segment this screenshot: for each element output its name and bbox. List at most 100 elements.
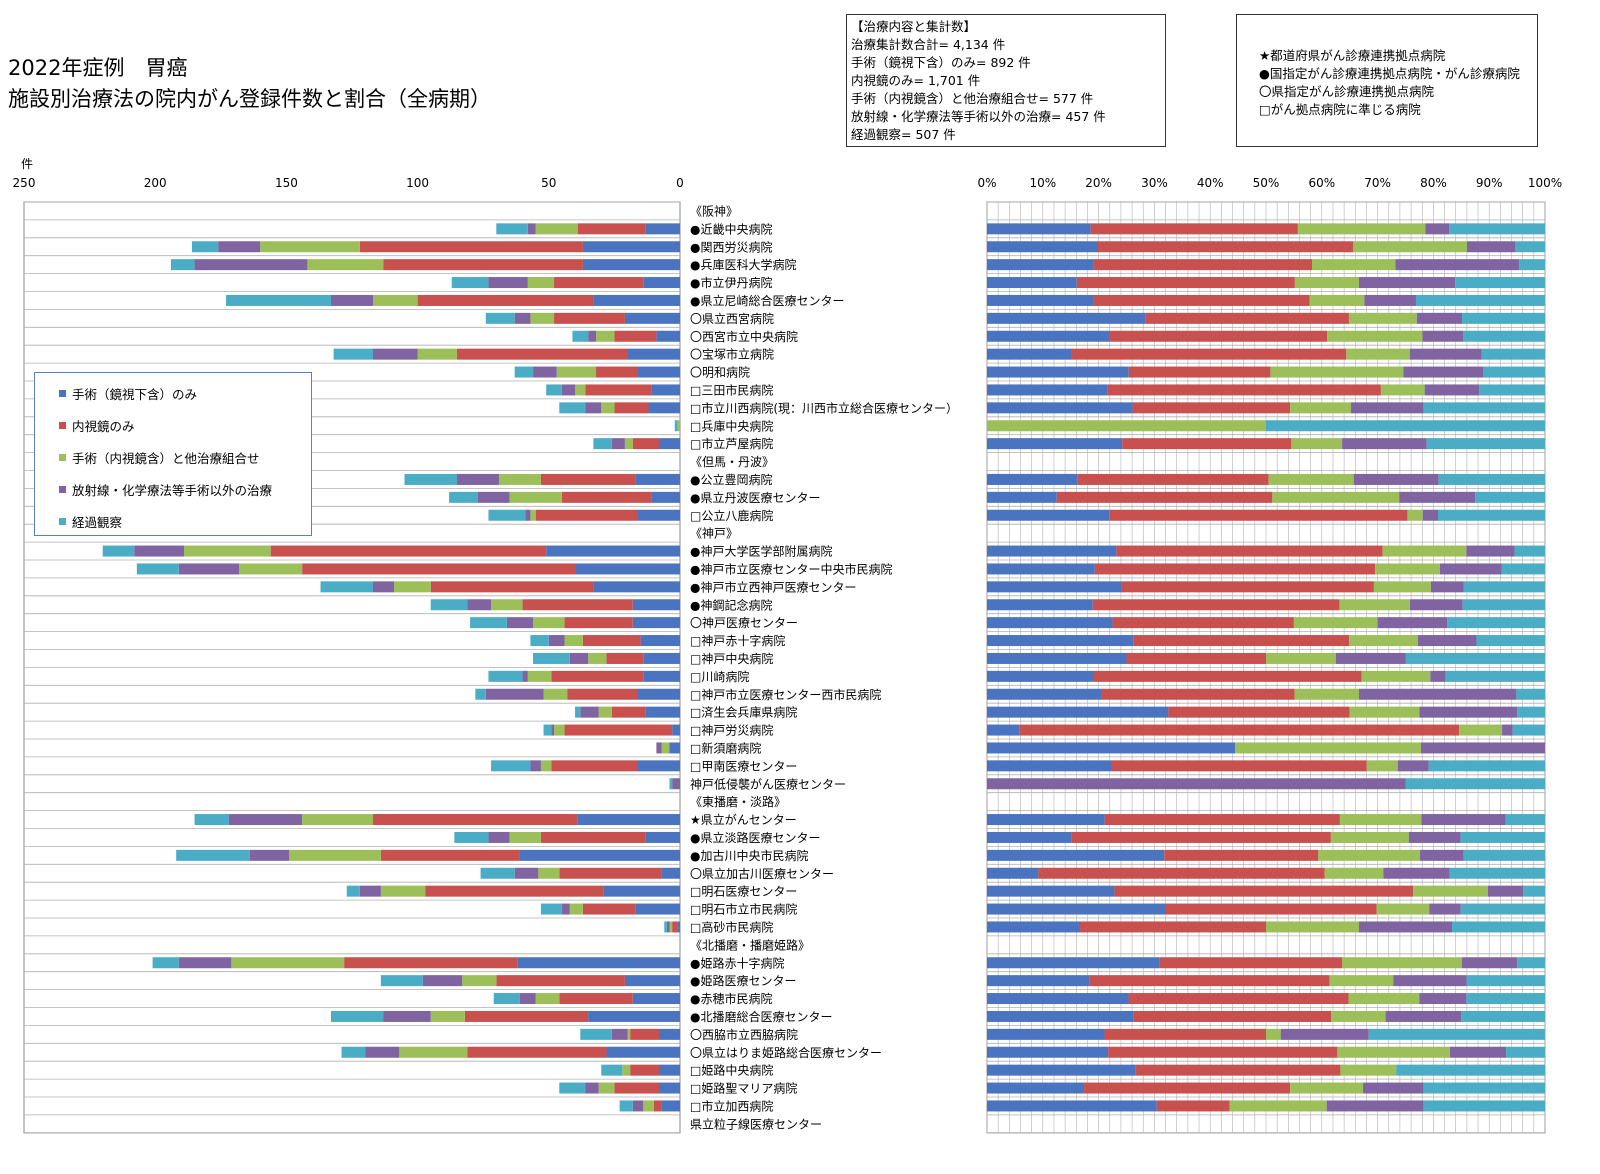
summary-line-combo: 手術（内視鏡含）と他治療組合せ= 577 件 bbox=[851, 91, 1094, 106]
percent-bar-observe bbox=[1463, 330, 1545, 342]
percent-bar-endoscopy bbox=[1101, 688, 1295, 700]
percent-bar-combo bbox=[1272, 491, 1400, 503]
count-bar-observe bbox=[572, 330, 589, 342]
count-bar-radchemo bbox=[561, 384, 576, 396]
percent-bar-surgery bbox=[987, 223, 1091, 235]
percent-bar-observe bbox=[1415, 294, 1545, 306]
percent-bar-endoscopy bbox=[1077, 473, 1269, 485]
percent-bar-endoscopy bbox=[1092, 599, 1340, 611]
percent-bar-endoscopy bbox=[1093, 259, 1313, 271]
count-tick-label: 200 bbox=[144, 176, 167, 190]
percent-bar-radchemo bbox=[1416, 312, 1463, 324]
count-bar-endoscopy bbox=[551, 760, 639, 772]
percent-bar-combo bbox=[1268, 473, 1354, 485]
count-bar-endoscopy bbox=[467, 1046, 607, 1058]
count-bar-radchemo bbox=[548, 635, 565, 647]
percent-bar-endoscopy bbox=[1168, 706, 1350, 718]
percent-bar-surgery bbox=[987, 670, 1095, 682]
facility-label: ●県立淡路医療センター bbox=[690, 830, 820, 845]
percent-bar-observe bbox=[1476, 635, 1545, 647]
count-bar-surgery bbox=[638, 509, 680, 521]
count-bar-endoscopy bbox=[596, 366, 639, 378]
percent-tick-label: 30% bbox=[1141, 176, 1168, 190]
percent-bar-radchemo bbox=[1409, 348, 1482, 360]
count-bar-radchemo bbox=[372, 348, 418, 360]
percent-bar-endoscopy bbox=[1038, 867, 1325, 879]
legend-item-radchemo: 放射線・化学療法等手術以外の治療 bbox=[59, 480, 272, 499]
percent-bar-observe bbox=[1437, 509, 1545, 521]
count-bar-radchemo bbox=[372, 581, 394, 593]
count-bar-observe bbox=[454, 831, 489, 843]
percent-tick-label: 60% bbox=[1308, 176, 1335, 190]
count-bar-combo bbox=[184, 545, 271, 557]
count-bar-combo bbox=[399, 1046, 468, 1058]
percent-bar-radchemo bbox=[1399, 491, 1476, 503]
percent-bar-surgery bbox=[987, 402, 1133, 414]
percent-bar-observe bbox=[1405, 652, 1545, 664]
series-legend: 手術（鏡視下含）のみ 内視鏡のみ 手術（内視鏡含）と他治療組合せ 放射線・化学療… bbox=[34, 372, 312, 536]
percent-bar-combo bbox=[1294, 688, 1359, 700]
legend-label-radchemo: 放射線・化学療法等手術以外の治療 bbox=[72, 483, 273, 498]
count-bar-surgery bbox=[635, 473, 680, 485]
count-bar-endoscopy bbox=[456, 348, 628, 360]
count-bar-endoscopy bbox=[567, 688, 639, 700]
legend-label-combo: 手術（内視鏡含）と他治療組合せ bbox=[72, 451, 260, 466]
count-tick-label: 0 bbox=[676, 176, 684, 190]
facility-label: ●赤穂市民病院 bbox=[690, 991, 772, 1006]
count-bar-observe bbox=[546, 384, 562, 396]
facility-label: ●姫路赤十字病院 bbox=[690, 955, 784, 970]
count-bar-observe bbox=[102, 545, 135, 557]
count-bar-radchemo bbox=[178, 563, 240, 575]
percent-bar-radchemo bbox=[1466, 545, 1515, 557]
percent-bar-combo bbox=[1348, 312, 1417, 324]
count-bar-surgery bbox=[546, 545, 680, 557]
legend-swatch-endoscopy bbox=[59, 422, 66, 429]
count-bar-combo bbox=[569, 903, 583, 915]
count-bar-observe bbox=[485, 312, 515, 324]
count-bar-observe bbox=[380, 975, 423, 987]
count-bar-radchemo bbox=[527, 223, 536, 235]
percent-bar-observe bbox=[1516, 688, 1545, 700]
count-tick-label: 50 bbox=[541, 176, 556, 190]
count-bar-surgery bbox=[577, 814, 680, 826]
percent-bar-combo bbox=[1346, 348, 1410, 360]
percent-bar-radchemo bbox=[1461, 957, 1518, 969]
percent-tick-label: 50% bbox=[1253, 176, 1280, 190]
percent-bar-combo bbox=[1266, 921, 1359, 933]
count-bar-surgery bbox=[640, 635, 680, 647]
percent-bar-endoscopy bbox=[1135, 1064, 1341, 1076]
percent-bar-radchemo bbox=[1364, 294, 1416, 306]
percent-bar-surgery bbox=[987, 635, 1134, 647]
count-bar-endoscopy bbox=[522, 599, 633, 611]
count-bar-combo bbox=[530, 312, 555, 324]
percent-bar-radchemo bbox=[1408, 831, 1461, 843]
count-bar-observe bbox=[480, 867, 515, 879]
percent-tick-label: 90% bbox=[1476, 176, 1503, 190]
percent-bar-observe bbox=[1423, 402, 1545, 414]
percent-bar-observe bbox=[1481, 348, 1545, 360]
legend-item-observe: 経過観察 bbox=[59, 512, 122, 531]
count-bar-endoscopy bbox=[540, 831, 646, 843]
percent-bar-combo bbox=[1294, 277, 1359, 289]
facility-label: □明石市立市民病院 bbox=[690, 902, 797, 917]
count-bar-endoscopy bbox=[559, 993, 633, 1005]
percent-bar-combo bbox=[1235, 742, 1421, 754]
legend-swatch-combo bbox=[59, 454, 66, 461]
percent-bar-observe bbox=[1461, 1010, 1545, 1022]
count-bar-observe bbox=[488, 509, 526, 521]
legend-swatch-radchemo bbox=[59, 486, 66, 493]
percent-bar-combo bbox=[1339, 599, 1410, 611]
percent-bar-combo bbox=[1297, 223, 1426, 235]
percent-tick-label: 100% bbox=[1528, 176, 1562, 190]
percent-bar-observe bbox=[1426, 438, 1545, 450]
count-bar-surgery bbox=[661, 867, 680, 879]
percent-bar-observe bbox=[1506, 1046, 1545, 1058]
count-bar-surgery bbox=[624, 975, 680, 987]
symbol-circle-open-line: 〇県指定がん診療連携拠点病院 bbox=[1259, 84, 1435, 99]
count-bar-surgery bbox=[593, 581, 680, 593]
count-bar-surgery bbox=[606, 1046, 680, 1058]
count-bar-endoscopy bbox=[270, 545, 547, 557]
percent-bar-surgery bbox=[987, 563, 1095, 575]
count-bar-radchemo bbox=[488, 277, 528, 289]
count-bar-observe bbox=[194, 814, 229, 826]
